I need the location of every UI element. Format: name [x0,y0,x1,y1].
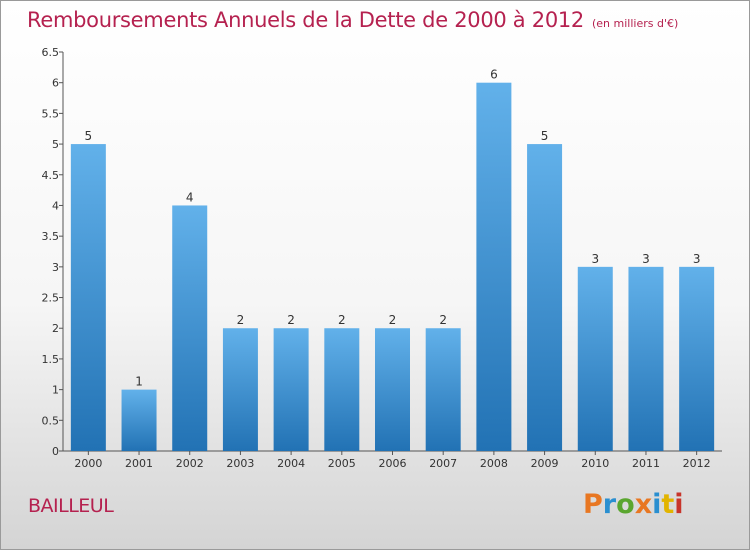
logo-letter: i [674,489,684,520]
value-label-2001: 1 [135,375,143,389]
bar-2006 [375,328,410,451]
bar-2012 [679,266,715,451]
x-tick-label-2010: 2010 [581,457,609,470]
x-tick-label-2008: 2008 [480,457,508,470]
logo-letter: r [602,489,617,520]
bar-2000 [70,144,106,452]
x-tick-label-2002: 2002 [176,457,204,470]
logo-letter: t [661,489,675,520]
x-tick-label-2004: 2004 [277,457,305,470]
y-tick-label: 4 [52,199,59,212]
value-label-2011: 3 [642,252,650,266]
x-tick-label-2006: 2006 [379,457,407,470]
x-tick-label-2000: 2000 [74,457,102,470]
value-label-2010: 3 [591,252,599,266]
y-tick-label: 0 [52,445,59,458]
y-tick-label: 3 [52,261,59,274]
y-tick-label: 5 [52,138,59,151]
bar-2004 [273,328,309,451]
bar-2005 [324,328,360,451]
value-label-2007: 2 [439,313,447,327]
value-label-2012: 3 [693,252,701,266]
proxiti-logo[interactable]: Proxiti [583,489,684,520]
bar-2003 [222,328,258,451]
logo-letter: i [652,489,662,520]
y-tick-label: 3.5 [42,230,60,243]
x-tick-label-2005: 2005 [328,457,356,470]
y-tick-label: 0.5 [42,414,60,427]
value-label-2003: 2 [237,313,245,327]
logo-letter: o [616,489,635,520]
value-label-2009: 5 [541,129,549,143]
chart-subtitle: (en milliers d'€) [592,17,679,30]
y-tick-label: 6 [52,77,59,90]
y-tick-label: 5.5 [42,107,60,120]
bars: 5 1 4 2 2 2 2 2 6 5 3 3 3 [70,68,715,452]
bar-2001 [121,389,157,451]
bar-2011 [628,266,664,451]
bar-2008 [476,82,512,451]
y-tick-label: 1 [52,384,59,397]
y-tick-label: 6.5 [42,46,60,59]
title-line: Remboursements Annuels de la Dette de 20… [27,8,678,32]
value-label-2000: 5 [85,129,93,143]
x-tick-label-2003: 2003 [226,457,254,470]
value-label-2004: 2 [287,313,295,327]
axes: 0 0.5 1 1.5 2 2.5 3 3.5 4 4.5 5 5.5 6 6.5 2000 2001 2002… [42,46,722,470]
logo-letter: P [583,489,603,520]
x-tick-label-2001: 2001 [125,457,153,470]
y-tick-label: 4.5 [42,169,60,182]
x-tick-label-2009: 2009 [531,457,559,470]
x-tick-label-2007: 2007 [429,457,457,470]
bar-2002 [172,205,208,451]
logo-letter: x [634,489,653,520]
bar-2010 [577,266,613,451]
value-label-2002: 4 [186,190,194,204]
value-label-2006: 2 [389,313,397,327]
y-tick-label: 2.5 [42,292,60,305]
x-tick-label-2011: 2011 [632,457,660,470]
bar-2007 [425,328,461,451]
chart-title: Remboursements Annuels de la Dette de 20… [27,8,584,32]
commune-name: BAILLEUL [28,495,114,517]
x-tick-label-2012: 2012 [683,457,711,470]
y-tick-label: 2 [52,322,59,335]
value-label-2005: 2 [338,313,346,327]
y-tick-label: 1.5 [42,353,60,366]
value-label-2008: 6 [490,68,498,82]
bar-2009 [527,144,563,452]
